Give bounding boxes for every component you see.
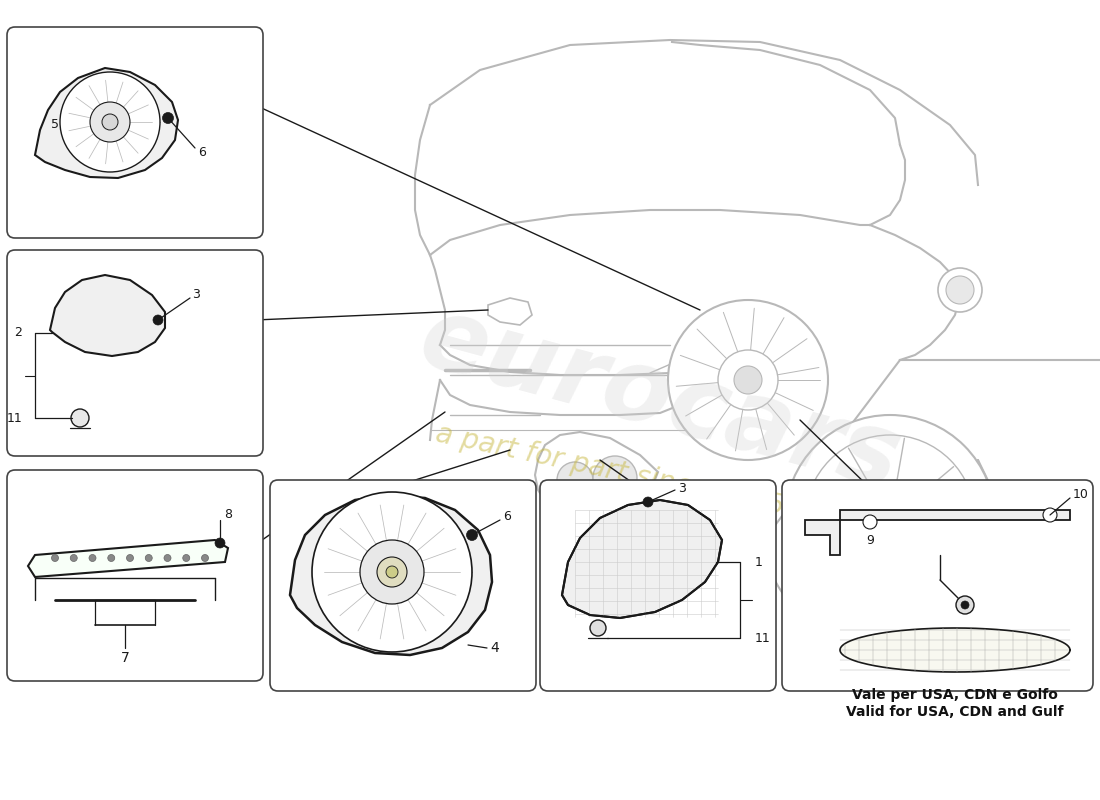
Circle shape <box>108 554 114 562</box>
Circle shape <box>377 557 407 587</box>
FancyBboxPatch shape <box>540 480 776 691</box>
Text: 11: 11 <box>755 631 771 645</box>
Circle shape <box>153 315 163 325</box>
Text: 9: 9 <box>866 534 873 546</box>
Text: 4: 4 <box>490 641 498 655</box>
Circle shape <box>312 492 472 652</box>
Circle shape <box>102 114 118 130</box>
Circle shape <box>126 554 133 562</box>
Text: Valid for USA, CDN and Gulf: Valid for USA, CDN and Gulf <box>846 705 1064 719</box>
Circle shape <box>183 554 189 562</box>
Circle shape <box>590 620 606 636</box>
FancyBboxPatch shape <box>7 27 263 238</box>
Circle shape <box>593 456 637 500</box>
Circle shape <box>644 497 653 507</box>
Text: 7: 7 <box>121 651 130 665</box>
Circle shape <box>90 102 130 142</box>
Circle shape <box>557 462 593 498</box>
Circle shape <box>70 554 77 562</box>
Text: 3: 3 <box>192 289 200 302</box>
Polygon shape <box>35 68 178 178</box>
Circle shape <box>466 530 477 541</box>
Polygon shape <box>28 540 228 577</box>
Circle shape <box>961 601 969 609</box>
Circle shape <box>870 500 910 540</box>
Circle shape <box>360 540 424 604</box>
Circle shape <box>1043 508 1057 522</box>
Polygon shape <box>805 510 1070 555</box>
Circle shape <box>145 554 152 562</box>
Circle shape <box>718 350 778 410</box>
Polygon shape <box>290 495 492 655</box>
Circle shape <box>214 538 225 548</box>
FancyBboxPatch shape <box>7 250 263 456</box>
Text: a part for part since 1985: a part for part since 1985 <box>433 419 786 521</box>
Text: 3: 3 <box>678 482 686 494</box>
Polygon shape <box>535 432 658 520</box>
Circle shape <box>785 415 996 625</box>
Circle shape <box>734 366 762 394</box>
Text: Vale per USA, CDN e Golfo: Vale per USA, CDN e Golfo <box>852 688 1058 702</box>
Text: 6: 6 <box>503 510 510 523</box>
Circle shape <box>164 554 170 562</box>
Circle shape <box>52 554 58 562</box>
Text: 8: 8 <box>224 509 232 522</box>
Polygon shape <box>840 628 1070 672</box>
Circle shape <box>89 554 96 562</box>
Text: eurocars: eurocars <box>409 290 911 510</box>
FancyBboxPatch shape <box>7 470 263 681</box>
Circle shape <box>956 596 974 614</box>
Circle shape <box>201 554 209 562</box>
Circle shape <box>864 515 877 529</box>
Circle shape <box>938 268 982 312</box>
Text: 2: 2 <box>14 326 22 339</box>
Circle shape <box>668 300 828 460</box>
Circle shape <box>72 409 89 427</box>
FancyBboxPatch shape <box>782 480 1093 691</box>
FancyBboxPatch shape <box>270 480 536 691</box>
Polygon shape <box>50 275 165 356</box>
Circle shape <box>386 566 398 578</box>
Text: 5: 5 <box>51 118 59 131</box>
Text: 6: 6 <box>198 146 206 158</box>
Circle shape <box>163 113 174 123</box>
Polygon shape <box>562 500 722 618</box>
Polygon shape <box>488 298 532 325</box>
Text: 1: 1 <box>755 555 763 569</box>
Circle shape <box>60 72 160 172</box>
Circle shape <box>946 276 974 304</box>
Text: 10: 10 <box>1072 489 1089 502</box>
Text: 11: 11 <box>7 411 22 425</box>
